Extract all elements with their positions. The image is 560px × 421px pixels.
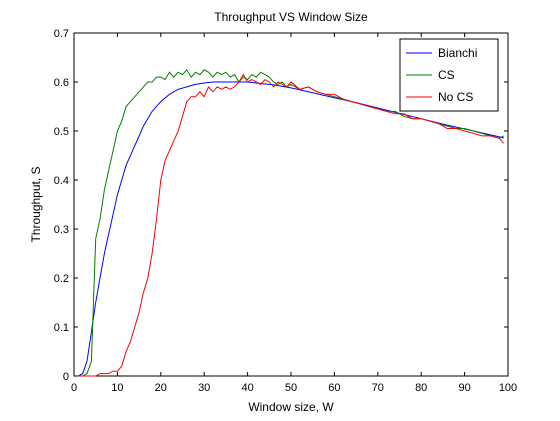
x-tick-label: 10 (111, 382, 123, 394)
y-tick-label: 0.4 (54, 175, 69, 187)
x-tick-label: 50 (285, 382, 297, 394)
y-tick-label: 0 (63, 371, 69, 383)
x-tick-label: 70 (372, 382, 384, 394)
x-tick-label: 90 (458, 382, 470, 394)
x-tick-label: 0 (71, 382, 77, 394)
chart-title: Throughput VS Window Size (214, 10, 368, 24)
x-tick-label: 30 (198, 382, 210, 394)
x-axis-title: Window size, W (248, 400, 334, 414)
legend-label-cs: CS (438, 68, 455, 82)
y-tick-label: 0.1 (54, 322, 69, 334)
axes: 0 10 20 30 40 50 60 70 80 90 100 0 0.1 0.2 0.3 0.4 0.5 0.… (54, 28, 517, 394)
y-tick-label: 0.7 (54, 28, 69, 40)
series-line-no-cs (78, 73, 505, 377)
y-tick-label: 0.3 (54, 224, 69, 236)
legend: Bianchi CS No CS (399, 38, 499, 112)
legend-label-bianchi: Bianchi (438, 46, 477, 60)
series-lines (78, 68, 505, 377)
y-tick-label: 0.6 (54, 77, 69, 89)
x-tick-label: 60 (328, 382, 340, 394)
x-tick-label: 40 (241, 382, 253, 394)
x-tick-label: 80 (415, 382, 427, 394)
series-line-bianchi (78, 81, 504, 377)
legend-label-no-cs: No CS (438, 90, 473, 104)
x-tick-label: 20 (155, 382, 167, 394)
y-axis-title: Throughput, S (29, 166, 43, 242)
y-tick-label: 0.5 (54, 126, 69, 138)
y-tick-label: 0.2 (54, 273, 69, 285)
x-tick-label: 100 (499, 382, 517, 394)
